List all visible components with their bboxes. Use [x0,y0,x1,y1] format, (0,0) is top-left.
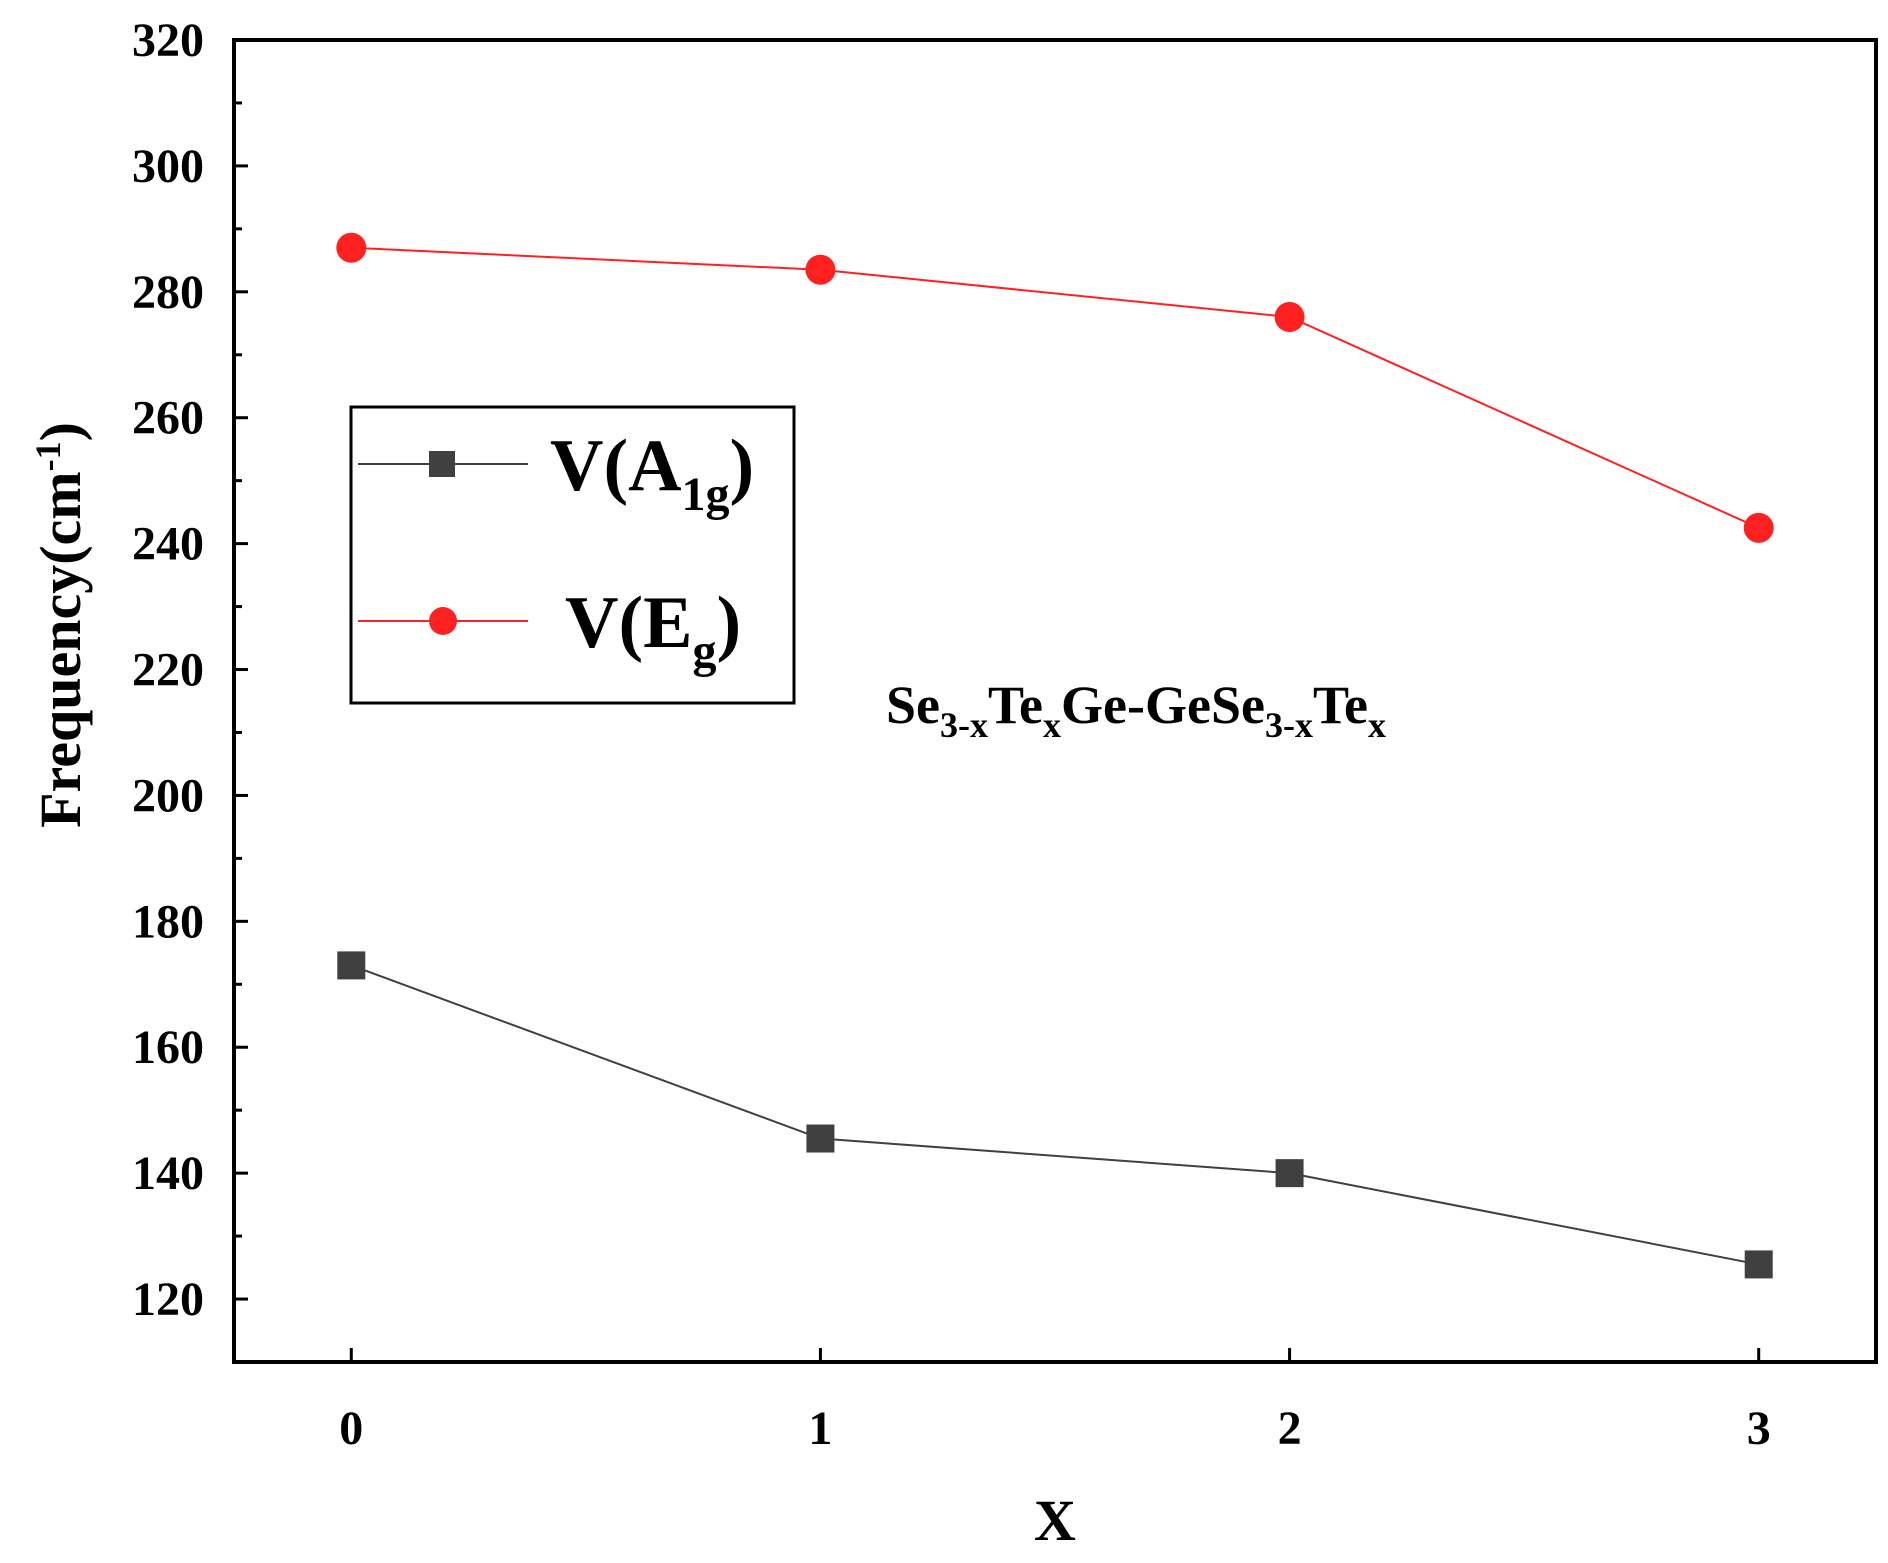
y-tick-label: 120 [132,1273,204,1326]
y-tick-label: 140 [132,1147,204,1200]
annotation-part: 3-x [940,705,988,745]
legend-marker-a1g [429,451,455,477]
legend-label-a1g: V(A1g) [550,425,754,521]
y-axis-title-base: Frequency(cm [28,471,93,828]
y-tick-label: 300 [132,140,204,193]
data-point-square [1275,1159,1304,1188]
x-axis: 0 1 2 3 [339,1348,1771,1455]
y-tick-label: 220 [132,644,204,697]
series-line-1 [351,246,1760,529]
y-tick-label: 200 [132,769,204,822]
data-point-circle [1274,301,1305,332]
legend-marker-eg [429,607,457,635]
data-point-circle [336,232,367,263]
x-tick-label: 0 [339,1402,363,1455]
x-tick-label: 3 [1747,1402,1771,1455]
annotation-part: Te [988,675,1043,735]
x-tick-label: 1 [808,1402,832,1455]
legend-label-eg-base: V(E [565,582,692,664]
y-axis-title: Frequency(cm-1) [28,422,93,828]
data-point-square [1744,1250,1773,1279]
series-line-0 [350,964,1759,1266]
x-tick-label: 2 [1278,1402,1302,1455]
data-point-square [806,1124,835,1153]
legend-label-eg-sub: g [692,625,716,678]
y-tick-label: 280 [132,266,204,319]
annotation-part: Te [1313,675,1368,735]
data-point-circle [805,254,836,285]
annotation-part: x [1368,705,1386,745]
y-tick-label: 320 [132,14,204,67]
legend-box [349,405,796,705]
annotation-part: 3-x [1265,705,1313,745]
annotation-part: Ge-GeSe [1061,675,1265,735]
y-tick-label: 180 [132,895,204,948]
series-layer [336,232,1774,1279]
y-axis-title-close: ) [28,422,93,441]
x-axis-title: X [1034,1488,1076,1553]
annotation-part: x [1043,705,1061,745]
annotation-part: Se [886,675,940,735]
y-axis: 120 140 160 180 200 220 240 260 280 300 320 [132,14,248,1326]
plot-frame [232,38,1878,1364]
legend-label-eg: V(Eg) [565,582,741,678]
legend: V(A1g) V(Eg) [349,405,796,705]
data-point-circle [1743,512,1774,543]
y-axis-title-sup: -1 [28,441,68,471]
legend-label-a1g-sub: 1g [682,468,730,521]
y-tick-label: 260 [132,392,204,445]
y-tick-label: 160 [132,1021,204,1074]
data-point-square [337,951,366,980]
formula-annotation: Se3-xTexGe-GeSe3-xTex [886,675,1386,745]
legend-label-a1g-close: ) [730,425,755,507]
y-tick-label: 240 [132,518,204,571]
legend-label-a1g-base: V(A [550,425,682,507]
legend-label-eg-close: ) [716,582,741,664]
